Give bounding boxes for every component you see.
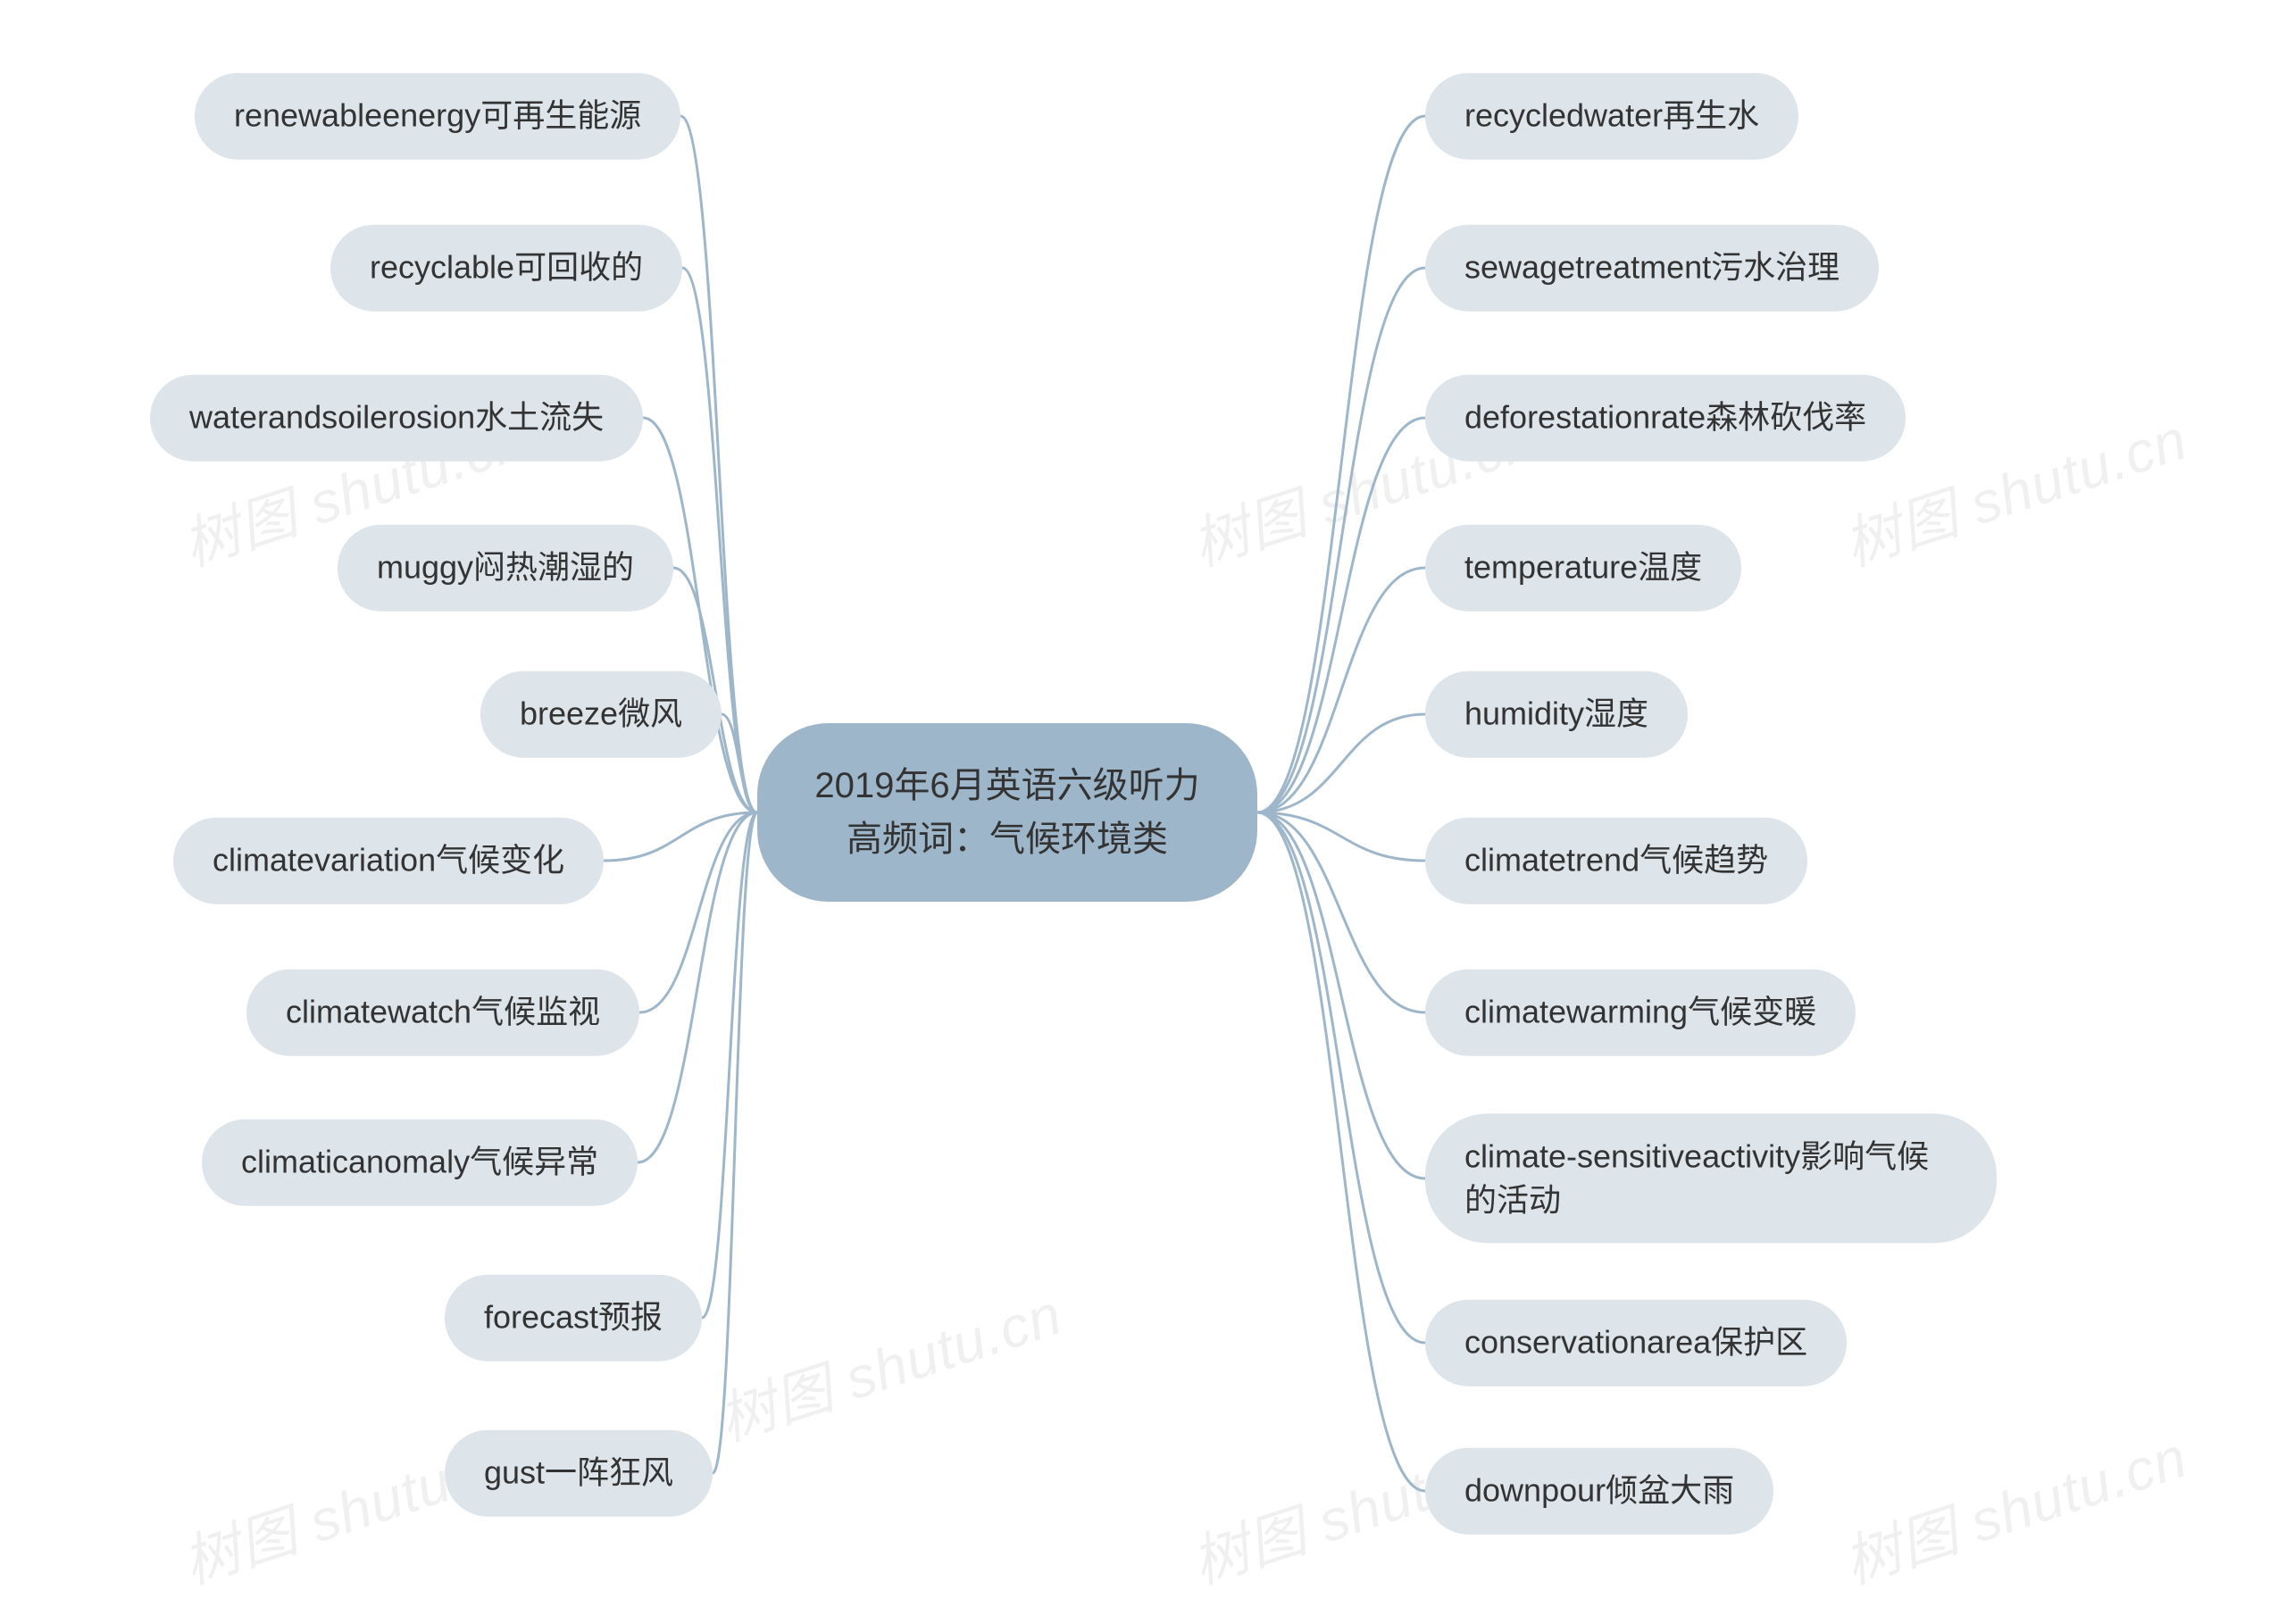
leaf-node[interactable]: climaticanomaly气候异常	[202, 1120, 638, 1206]
leaf-node[interactable]: muggy闷热潮湿的	[338, 525, 673, 612]
leaf-label: climatewatch气候监视	[286, 994, 600, 1030]
edge	[722, 714, 757, 812]
edge	[638, 812, 757, 1162]
edge	[1257, 568, 1425, 812]
leaf-label: climaticanomaly气候异常	[241, 1144, 598, 1180]
leaf-label: muggy闷热潮湿的	[377, 549, 634, 586]
edge	[1257, 714, 1425, 812]
leaf-label: recycledwater再生水	[1464, 97, 1759, 134]
leaf-label: climatewarming气候变暖	[1464, 994, 1816, 1030]
leaf-label: breeze微风	[520, 695, 682, 732]
center-label-line1: 2019年6月英语六级听力	[814, 766, 1199, 805]
leaf-node[interactable]: climatewarming气候变暖	[1425, 970, 1856, 1056]
leaf-label: recyclable可回收的	[370, 249, 643, 286]
watermark: 树图 shutu.cn	[1832, 1412, 2197, 1600]
leaf-node[interactable]: downpour倾盆大雨	[1425, 1448, 1773, 1535]
leaf-label: humidity湿度	[1464, 695, 1648, 732]
edge	[639, 812, 757, 1012]
edge	[604, 812, 757, 861]
leaf-node[interactable]: temperature温度	[1425, 525, 1741, 612]
leaf-node[interactable]: recycledwater再生水	[1425, 73, 1798, 160]
leaf-node[interactable]: waterandsoilerosion水土流失	[150, 375, 643, 462]
leaf-label: climate-sensitiveactivity影响气候的活动	[1464, 1137, 1929, 1218]
watermark: 树图 shutu.cn	[707, 1269, 1072, 1457]
leaf-label: renewableenergy可再生能源	[234, 97, 641, 134]
edge	[1257, 812, 1425, 1491]
leaf-label: sewagetreatment污水治理	[1464, 249, 1840, 286]
leaf-node[interactable]: forecast预报	[445, 1275, 702, 1362]
leaf-label: climatevariation气候变化	[213, 842, 564, 879]
leaf-node[interactable]: conservationarea保护区	[1425, 1300, 1847, 1387]
edge	[1257, 418, 1425, 812]
edge	[1257, 812, 1425, 1343]
edge	[1257, 812, 1425, 1012]
leaf-label: gust一阵狂风	[484, 1454, 673, 1491]
leaf-node[interactable]: climatewatch气候监视	[246, 970, 639, 1056]
center-node[interactable]: 2019年6月英语六级听力 高频词：气候环境类	[757, 723, 1257, 902]
edge	[1257, 116, 1425, 812]
edge	[713, 812, 757, 1473]
leaf-node[interactable]: climatetrend气候趋势	[1425, 818, 1807, 904]
leaf-label: waterandsoilerosion水土流失	[189, 399, 604, 436]
leaf-node[interactable]: renewableenergy可再生能源	[195, 73, 680, 160]
edge	[1257, 812, 1425, 1178]
leaf-label: climatetrend气候趋势	[1464, 842, 1768, 879]
leaf-node[interactable]: deforestationrate森林砍伐率	[1425, 375, 1906, 462]
edge	[1257, 268, 1425, 812]
leaf-label: downpour倾盆大雨	[1464, 1472, 1734, 1509]
leaf-node[interactable]: sewagetreatment污水治理	[1425, 225, 1879, 312]
leaf-label: temperature温度	[1464, 549, 1702, 586]
leaf-node[interactable]: climatevariation气候变化	[173, 818, 604, 904]
mindmap-canvas: 树图 shutu.cn 树图 shutu.cn 树图 shutu.cn 树图 s…	[0, 0, 2286, 1624]
leaf-node[interactable]: recyclable可回收的	[330, 225, 682, 312]
edge	[702, 812, 757, 1318]
leaf-label: deforestationrate森林砍伐率	[1464, 399, 1866, 436]
edge	[1257, 812, 1425, 861]
leaf-node[interactable]: climate-sensitiveactivity影响气候的活动	[1425, 1113, 1997, 1243]
leaf-node[interactable]: gust一阵狂风	[445, 1430, 713, 1517]
center-label-line2: 高频词：气候环境类	[847, 820, 1168, 859]
leaf-node[interactable]: breeze微风	[480, 671, 722, 758]
leaf-node[interactable]: humidity湿度	[1425, 671, 1688, 758]
leaf-label: forecast预报	[484, 1299, 663, 1336]
leaf-label: conservationarea保护区	[1464, 1324, 1807, 1361]
